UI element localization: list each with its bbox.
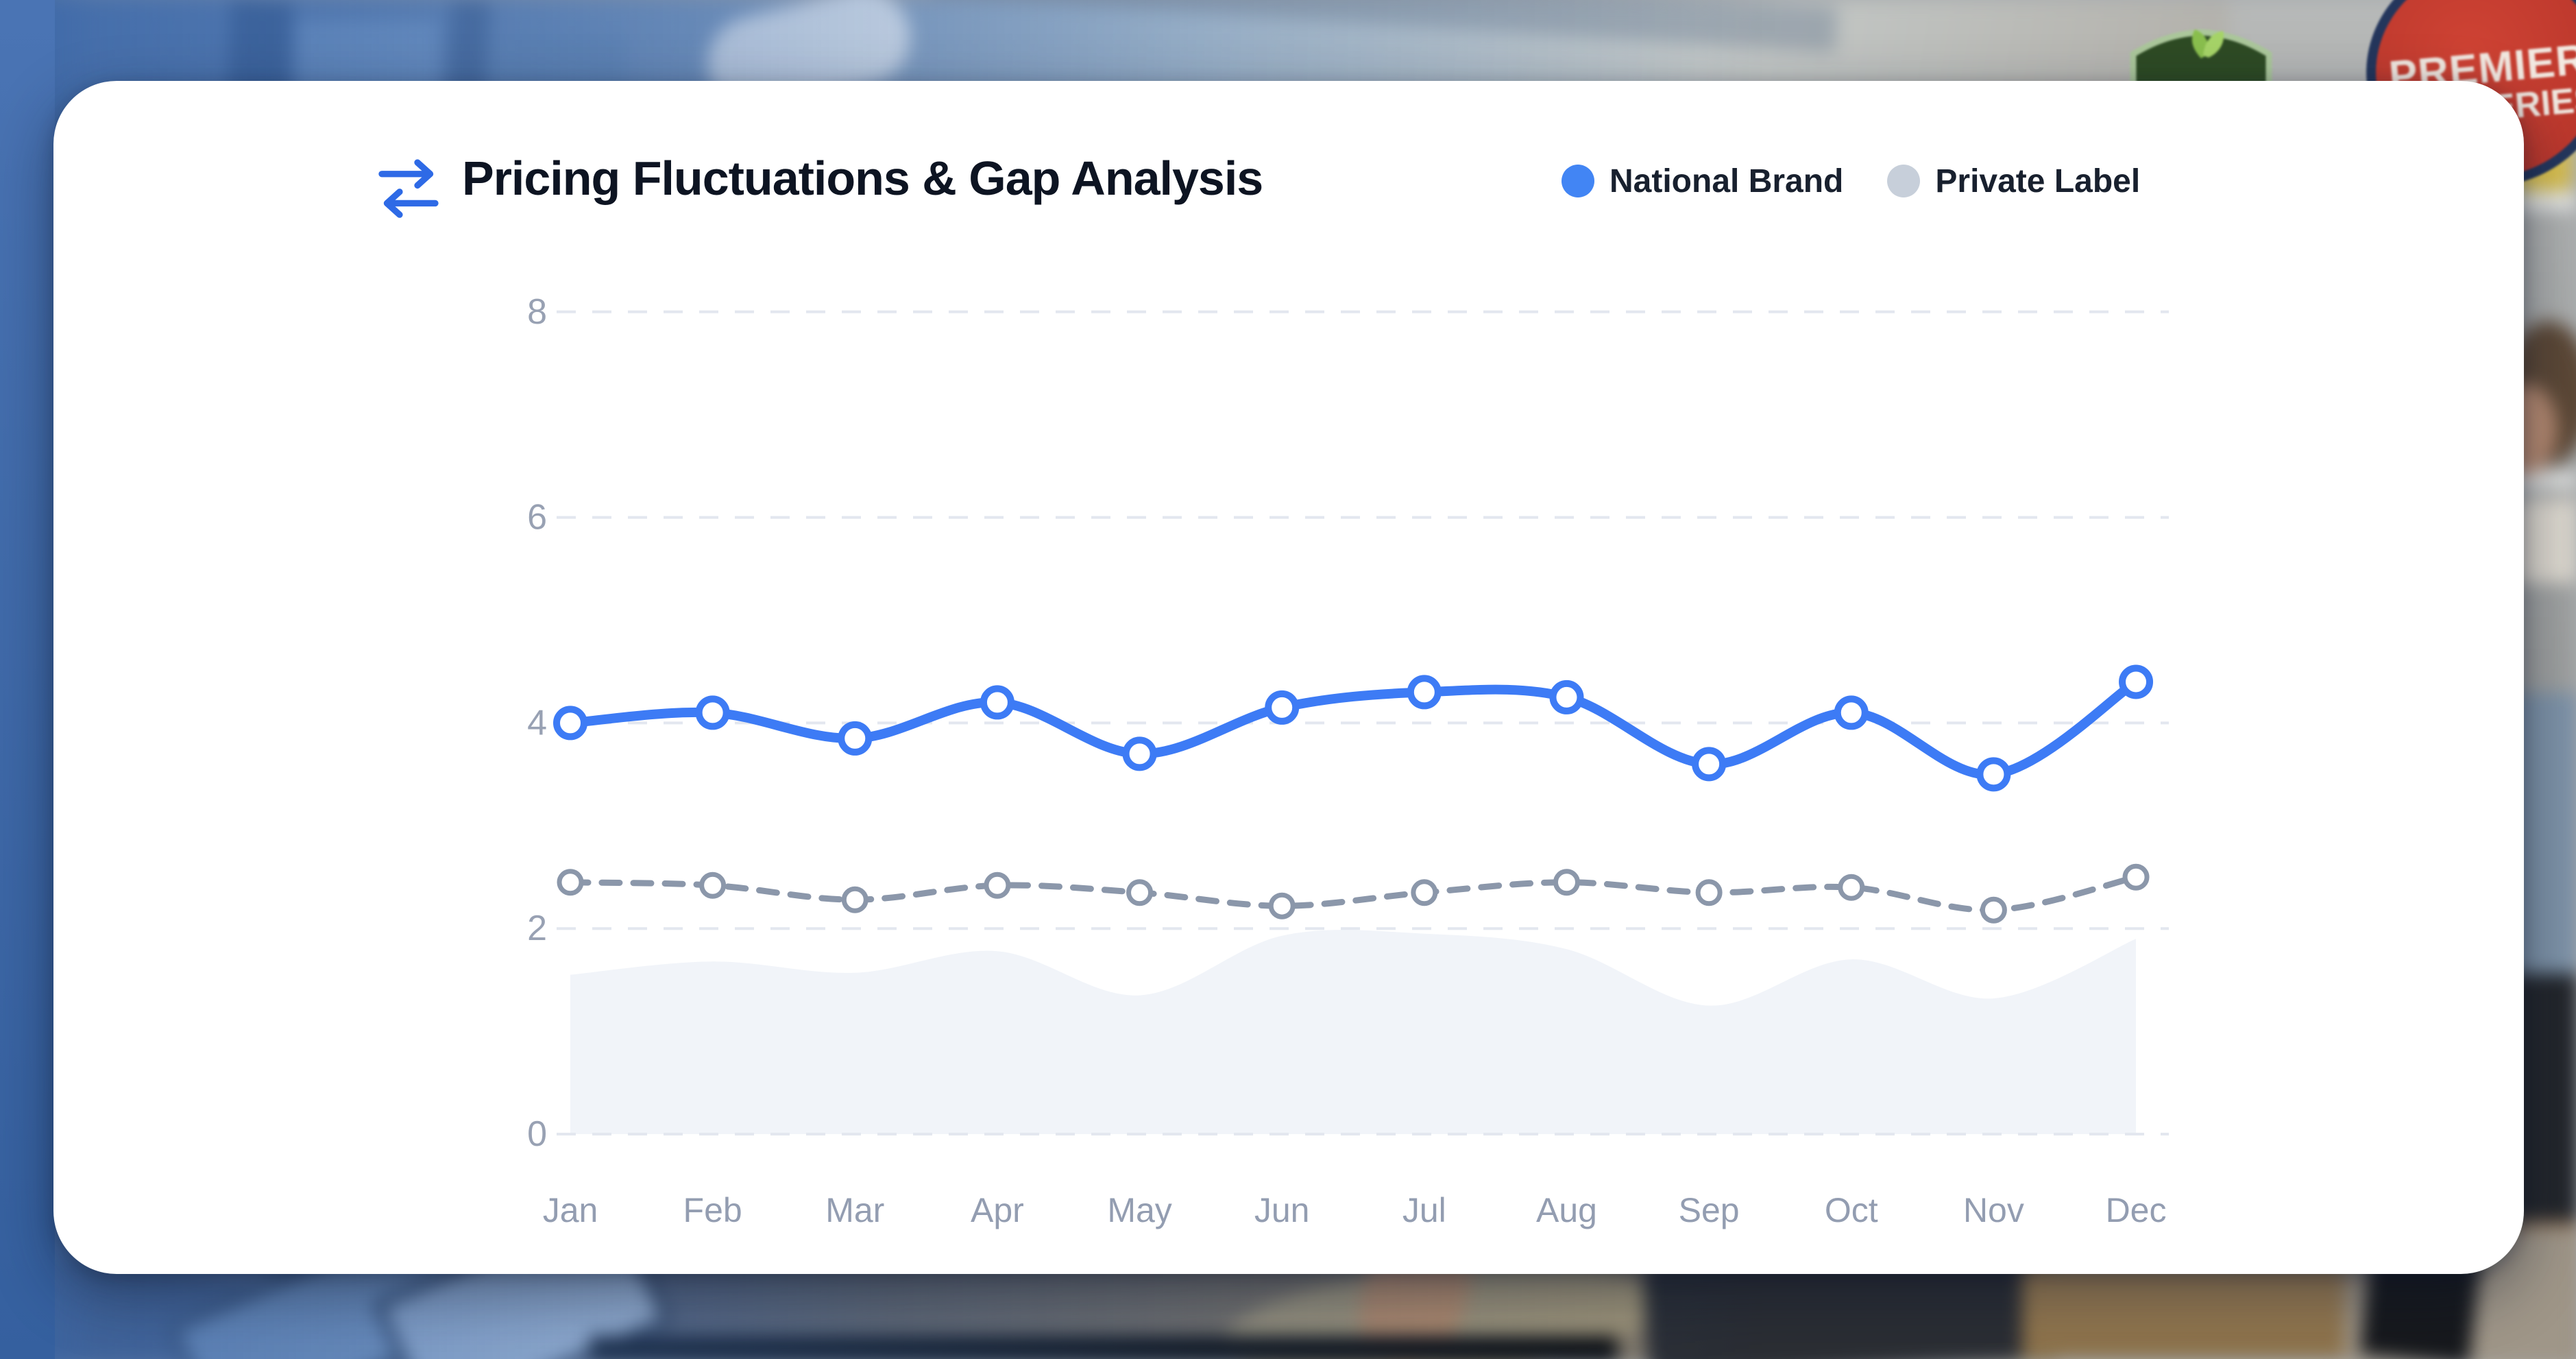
legend-item-private-label[interactable]: Private Label bbox=[1887, 163, 2140, 200]
x-tick-label: Feb bbox=[683, 1191, 742, 1229]
x-tick-label: May bbox=[1107, 1191, 1171, 1229]
private-label-point-Oct[interactable] bbox=[1838, 874, 1865, 901]
x-tick-label: Apr bbox=[971, 1191, 1024, 1229]
private-label-point-Nov[interactable] bbox=[1980, 896, 2007, 924]
legend-item-national-brand[interactable]: National Brand bbox=[1562, 163, 1843, 200]
private-label-point-Apr[interactable] bbox=[984, 871, 1011, 899]
national-brand-point-Sep[interactable] bbox=[1692, 747, 1727, 782]
x-tick-label: Nov bbox=[1963, 1191, 2024, 1229]
private-label-point-Dec[interactable] bbox=[2122, 863, 2150, 891]
blue-edge-band bbox=[0, 0, 55, 1359]
x-tick-label: Jun bbox=[1254, 1191, 1310, 1229]
national-brand-point-Feb[interactable] bbox=[695, 695, 730, 730]
national-brand-point-Jun[interactable] bbox=[1265, 690, 1300, 725]
private-label-line bbox=[567, 874, 2139, 913]
y-tick-label: 8 bbox=[527, 292, 547, 332]
x-tick-label: Aug bbox=[1536, 1191, 1597, 1229]
y-tick-label: 0 bbox=[527, 1114, 547, 1154]
y-tick-label: 4 bbox=[527, 703, 547, 743]
page-title: Pricing Fluctuations & Gap Analysis bbox=[462, 152, 1263, 205]
private-label-point-Aug[interactable] bbox=[1553, 869, 1580, 896]
national-brand-point-Aug[interactable] bbox=[1549, 680, 1584, 714]
legend-label: Private Label bbox=[1935, 163, 2141, 200]
y-tick-label: 2 bbox=[527, 909, 547, 948]
private-label-point-May[interactable] bbox=[1126, 879, 1154, 906]
national-brand-dot bbox=[1562, 165, 1594, 197]
national-brand-point-May[interactable] bbox=[1122, 736, 1157, 771]
x-tick-label: Jul bbox=[1402, 1191, 1446, 1229]
national-brand-point-Apr[interactable] bbox=[980, 685, 1014, 720]
private-label-point-Sep[interactable] bbox=[1695, 879, 1723, 906]
x-tick-label: Sep bbox=[1679, 1191, 1740, 1229]
private-label-point-Jun[interactable] bbox=[1268, 892, 1296, 919]
private-label-point-Jan[interactable] bbox=[557, 869, 584, 896]
private-label-dot bbox=[1887, 165, 1921, 197]
chart-legend: National Brand Private Label bbox=[1562, 162, 2140, 200]
national-brand-point-Jan[interactable] bbox=[553, 706, 587, 741]
x-tick-label: Mar bbox=[825, 1191, 884, 1229]
national-brand-point-Mar[interactable] bbox=[838, 721, 873, 756]
y-tick-label: 6 bbox=[527, 498, 547, 538]
national-brand-line bbox=[566, 677, 2141, 780]
x-tick-label: Oct bbox=[1825, 1191, 1878, 1229]
gap-area bbox=[570, 930, 2137, 1134]
national-brand-point-Nov[interactable] bbox=[1976, 757, 2011, 792]
x-tick-label: Jan bbox=[543, 1191, 598, 1229]
national-brand-point-Dec[interactable] bbox=[2119, 664, 2154, 699]
chart-canvas[interactable]: 0 2 4 6 8 Jan Feb Mar Apr May Jun Jul Aug Sep Oct Nov De… bbox=[507, 261, 2235, 1241]
private-label-point-Jul[interactable] bbox=[1411, 879, 1438, 906]
leaf-icon bbox=[2203, 31, 2224, 58]
legend-label: National Brand bbox=[1609, 163, 1844, 200]
private-label-point-Mar[interactable] bbox=[841, 886, 868, 913]
analytics-card: Pricing Fluctuations & Gap Analysis Nati… bbox=[53, 81, 2524, 1274]
swap-arrows-icon bbox=[378, 159, 439, 218]
national-brand-point-Jul[interactable] bbox=[1407, 675, 1442, 710]
private-label-point-Feb[interactable] bbox=[699, 871, 727, 899]
national-brand-point-Oct[interactable] bbox=[1834, 695, 1869, 730]
x-tick-label: Dec bbox=[2106, 1191, 2167, 1229]
